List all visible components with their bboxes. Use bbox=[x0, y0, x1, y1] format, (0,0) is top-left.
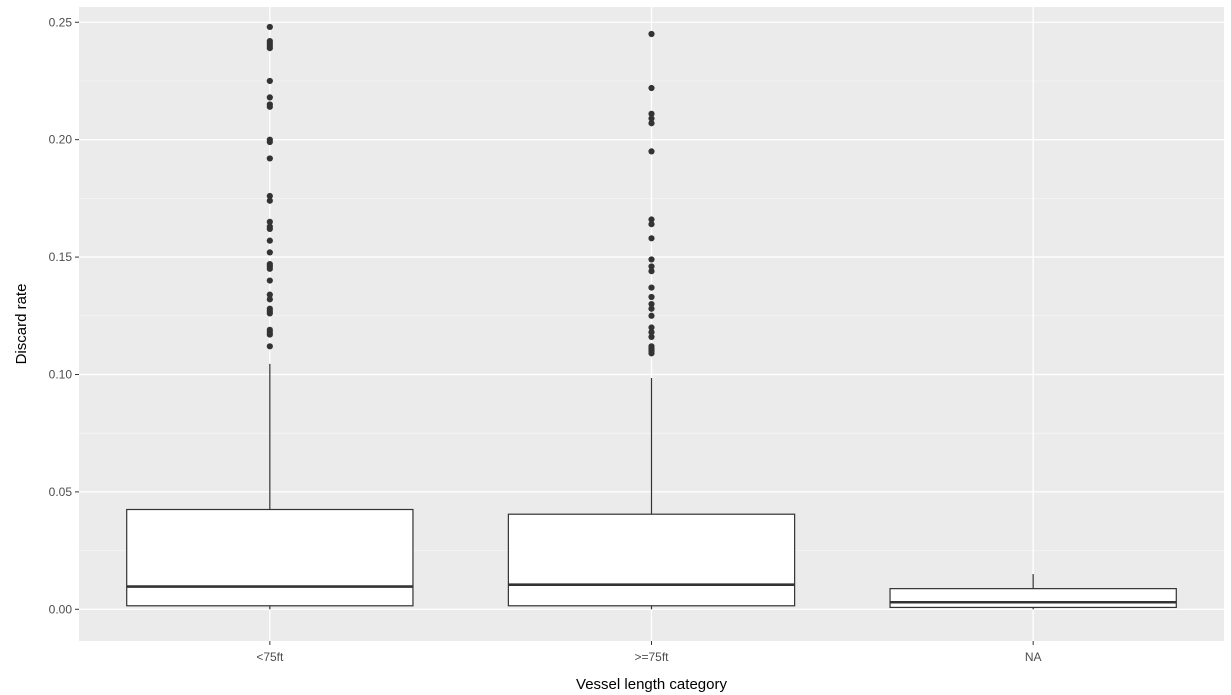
outlier-point bbox=[266, 44, 273, 52]
outlier-point bbox=[648, 148, 655, 155]
outlier-point bbox=[648, 216, 655, 223]
outlier-point bbox=[648, 268, 655, 275]
outlier-point bbox=[648, 305, 655, 312]
outlier-point bbox=[648, 30, 655, 38]
outlier-point bbox=[266, 77, 273, 85]
outlier-point bbox=[266, 296, 273, 303]
outlier-point bbox=[648, 350, 655, 357]
outlier-point bbox=[648, 115, 655, 122]
outlier-point bbox=[266, 94, 273, 101]
y-tick-label: 0.10 bbox=[49, 367, 73, 381]
y-axis-title: Discard rate bbox=[13, 284, 30, 365]
outlier-point bbox=[648, 324, 655, 331]
outlier-point bbox=[266, 197, 273, 204]
box-group bbox=[889, 574, 1177, 610]
outlier-point bbox=[266, 277, 273, 284]
outlier-point bbox=[648, 329, 655, 336]
outlier-point bbox=[648, 120, 655, 127]
outlier-point bbox=[266, 291, 273, 298]
x-tick-label: <75ft bbox=[256, 650, 284, 664]
box-group bbox=[126, 23, 414, 610]
boxes-layer bbox=[126, 23, 1177, 610]
outlier-point bbox=[266, 265, 273, 272]
x-tick-label: >=75ft bbox=[634, 650, 669, 664]
outlier-point bbox=[266, 103, 273, 110]
box-iqr bbox=[126, 508, 414, 607]
y-tick-label: 0.20 bbox=[49, 133, 73, 147]
y-tick-label: 0.00 bbox=[49, 602, 73, 616]
outlier-point bbox=[648, 300, 655, 308]
y-tick-label: 0.15 bbox=[49, 250, 73, 264]
outlier-point bbox=[266, 237, 273, 244]
outlier-point bbox=[266, 343, 273, 350]
x-axis-title: Vessel length category bbox=[576, 676, 727, 693]
box-iqr bbox=[507, 513, 796, 607]
outlier-point bbox=[648, 235, 655, 242]
outlier-point bbox=[648, 263, 655, 270]
y-axis: 0.00 0.05 0.10 0.15 0.20 0.25 bbox=[49, 15, 79, 616]
y-tick-label: 0.05 bbox=[49, 485, 73, 499]
outlier-point bbox=[266, 225, 273, 232]
outlier-point bbox=[266, 310, 273, 317]
outlier-point bbox=[266, 249, 273, 256]
box-group bbox=[507, 30, 796, 610]
outlier-point bbox=[266, 155, 273, 162]
outlier-point bbox=[648, 221, 655, 228]
outlier-point bbox=[266, 218, 273, 225]
outlier-point bbox=[648, 312, 655, 319]
outlier-point bbox=[648, 333, 655, 341]
outlier-point bbox=[266, 192, 273, 200]
outlier-point bbox=[648, 84, 655, 92]
box-iqr bbox=[889, 588, 1177, 609]
outlier-point bbox=[648, 293, 655, 301]
x-tick-label: NA bbox=[1025, 650, 1042, 664]
outlier-point bbox=[266, 331, 273, 338]
outlier-point bbox=[266, 23, 273, 31]
outlier-point bbox=[648, 110, 655, 117]
y-tick-label: 0.25 bbox=[49, 15, 73, 29]
outlier-point bbox=[648, 256, 655, 263]
outlier-point bbox=[266, 138, 273, 146]
x-axis: <75ft >=75ft NA bbox=[256, 641, 1042, 664]
outlier-point bbox=[648, 284, 655, 291]
